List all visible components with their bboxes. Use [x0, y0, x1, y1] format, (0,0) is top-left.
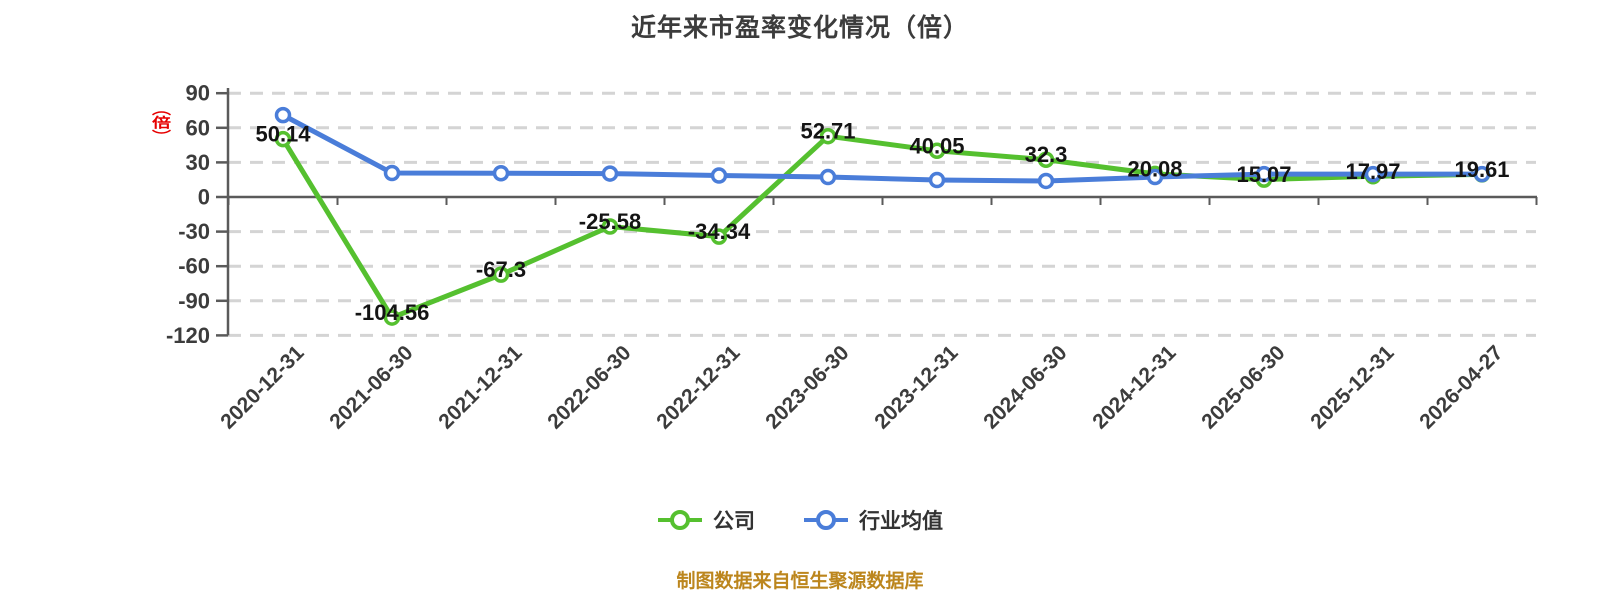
- x-axis-labels: 2020-12-31 2021-06-30 2021-12-31 2022-06-30…: [216, 341, 1507, 433]
- data-labels: 50.14 -104.56 -67.3 -25.58 -34.34 52.71 40.05 3…: [255, 119, 1509, 325]
- chart-legend: 公司 行业均值: [0, 505, 1600, 535]
- data-point: [928, 171, 946, 189]
- data-point: [492, 266, 510, 283]
- x-tick-label: 2025-06-30: [1197, 341, 1289, 433]
- industry-series-marker-icon: [803, 509, 849, 531]
- y-tick-label: 30: [186, 150, 210, 175]
- data-point: [710, 167, 728, 184]
- y-tick-label: 60: [186, 115, 210, 140]
- data-point: [710, 228, 728, 245]
- data-point: [601, 218, 619, 235]
- legend-label-company: 公司: [713, 510, 755, 533]
- series-company: [274, 127, 1491, 326]
- data-point: [601, 165, 619, 182]
- data-label: 17.97: [1345, 159, 1400, 184]
- x-tick-label: 2023-12-31: [870, 341, 962, 433]
- x-tick-label: 2020-12-31: [216, 341, 308, 433]
- x-tick-label: 2026-04-27: [1415, 341, 1507, 433]
- chart-title: 近年来市盈率变化情况（倍）: [630, 14, 969, 42]
- y-tick-label: 0: [198, 185, 210, 210]
- x-tick-label: 2021-06-30: [325, 341, 417, 433]
- y-axis: 90 60 30 0 -30 -60 -90 -120: [166, 81, 230, 348]
- data-point: [274, 106, 292, 124]
- data-label: 19.61: [1454, 157, 1509, 182]
- legend-item-company[interactable]: 公司: [657, 505, 755, 535]
- data-point: [1037, 172, 1055, 190]
- company-series-marker-icon: [657, 509, 703, 531]
- data-point: [819, 168, 837, 186]
- data-point: [1473, 165, 1491, 183]
- data-point: [819, 127, 837, 145]
- y-tick-label: -30: [178, 219, 210, 244]
- series-line: [280, 133, 1485, 321]
- data-point: [383, 164, 401, 182]
- data-label: -25.58: [579, 209, 641, 234]
- y-tick-label: 90: [186, 81, 210, 106]
- data-label: 32.3: [1025, 142, 1068, 167]
- series-line: [280, 112, 1485, 184]
- data-label: 50.14: [255, 122, 311, 147]
- data-point: [492, 164, 510, 182]
- y-tick-label: -60: [178, 254, 210, 279]
- data-point: [1255, 165, 1273, 183]
- legend-label-industry-average: 行业均值: [859, 510, 943, 533]
- x-tick-label: 2023-06-30: [761, 341, 853, 433]
- y-tick-label: -90: [178, 288, 210, 313]
- data-point: [383, 309, 401, 326]
- data-source-note: 制图数据来自恒生聚源数据库: [676, 571, 924, 592]
- series-industry-average: [274, 106, 1491, 190]
- data-point: [1364, 165, 1382, 183]
- x-tick-label: 2021-12-31: [434, 341, 526, 433]
- y-axis-unit-label: （倍）: [149, 102, 170, 144]
- data-label: -34.34: [688, 219, 751, 244]
- legend-item-industry-average[interactable]: 行业均值: [803, 505, 943, 535]
- data-point: [1146, 168, 1164, 186]
- data-label: -104.56: [355, 300, 430, 325]
- x-axis: [227, 195, 1538, 205]
- data-point: [1037, 151, 1055, 168]
- y-gridlines: [228, 91, 1536, 337]
- data-label: 15.07: [1236, 162, 1291, 187]
- data-point: [928, 142, 946, 160]
- x-tick-label: 2024-06-30: [979, 341, 1071, 433]
- data-label: 52.71: [800, 119, 855, 144]
- y-tick-label: -120: [166, 323, 210, 348]
- x-tick-label: 2022-06-30: [543, 341, 635, 433]
- data-label: -67.3: [476, 257, 526, 282]
- x-tick-label: 2022-12-31: [652, 341, 744, 433]
- data-label: 40.05: [909, 133, 964, 158]
- x-tick-label: 2025-12-31: [1306, 341, 1398, 433]
- data-label: 20.08: [1127, 156, 1182, 181]
- data-point: [274, 130, 292, 148]
- x-tick-label: 2024-12-31: [1088, 341, 1180, 433]
